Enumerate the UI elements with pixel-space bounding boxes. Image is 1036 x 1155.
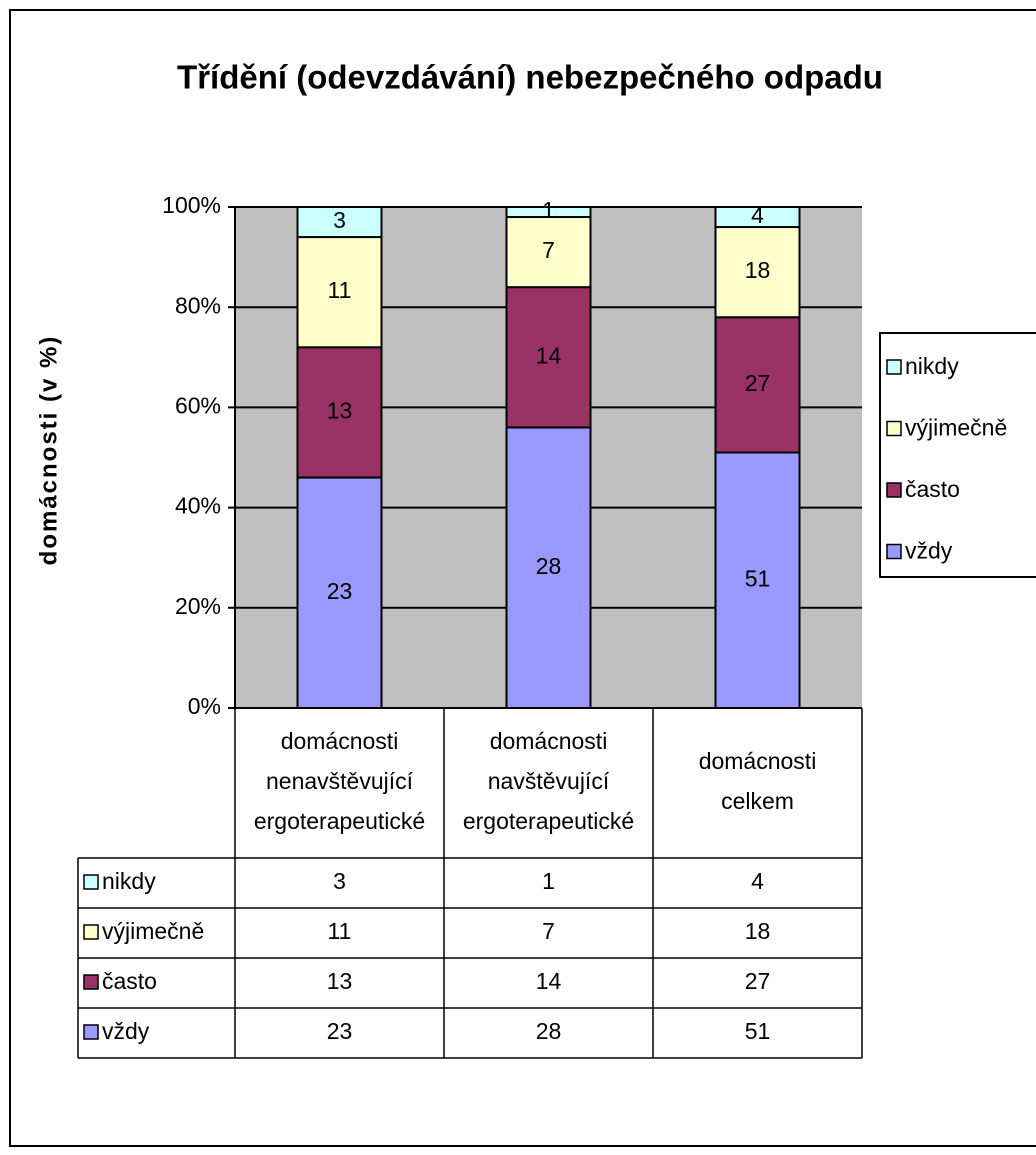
y-tick-label: 60% [175, 392, 221, 418]
data-label: 13 [327, 397, 353, 423]
data-label: 7 [542, 237, 555, 263]
bar-segment [296, 236, 383, 349]
bar-segment [505, 426, 592, 709]
data-label: 14 [536, 342, 562, 368]
bar-segment [714, 206, 801, 229]
table-series-name: vždy [102, 1018, 150, 1044]
legend-swatch [886, 359, 902, 375]
data-label: 4 [751, 202, 764, 228]
data-label: 27 [745, 370, 771, 396]
legend-label: vždy [905, 538, 953, 564]
y-tick-label: 40% [175, 493, 221, 519]
table-series-name: často [102, 968, 157, 994]
y-tick-label: 0% [188, 693, 221, 719]
bar-segment [714, 226, 801, 319]
table-cell: 18 [745, 918, 771, 944]
legend-swatch [886, 420, 902, 437]
legend-swatch [886, 482, 902, 498]
data-label: 51 [745, 565, 771, 591]
table-swatch [83, 1024, 99, 1040]
chart-title: Třídění (odevzdávání) nebezpečného odpad… [177, 59, 883, 96]
data-label: 1 [542, 197, 555, 223]
table-cell: 4 [751, 868, 764, 894]
bar-segment [296, 346, 383, 479]
table-cell: 7 [542, 918, 555, 944]
table-cell: 13 [327, 968, 353, 994]
data-label: 3 [333, 207, 346, 233]
table-cell: 51 [745, 1018, 771, 1044]
table-cell: 23 [327, 1018, 353, 1044]
table-cell: 14 [536, 968, 562, 994]
data-label: 18 [745, 257, 771, 283]
bar-segment [296, 476, 383, 710]
table-swatch [83, 974, 99, 990]
bar-segment [296, 206, 383, 239]
data-label: 23 [327, 578, 353, 604]
table-cell: 11 [328, 918, 352, 944]
bar-segment [505, 206, 592, 219]
x-tick-label: domácnosti nenavštěvující ergoterapeutické [254, 728, 425, 834]
data-label: 28 [536, 553, 562, 579]
table-series-name: výjimečně [102, 918, 204, 944]
table-swatch [83, 874, 99, 890]
y-tick-label: 100% [162, 192, 221, 218]
table-cell: 28 [536, 1018, 562, 1044]
legend-label: nikdy [905, 353, 959, 379]
y-tick-label: 80% [175, 292, 221, 318]
table-swatch [83, 924, 99, 940]
legend-label: výjimečně [905, 415, 1007, 441]
legend-label: často [905, 476, 960, 502]
table-series-name: nikdy [102, 868, 156, 894]
table-cell: 27 [745, 968, 771, 994]
legend-swatch [886, 543, 902, 560]
bar-segment [505, 286, 592, 429]
table-cell: 3 [333, 868, 346, 894]
x-tick-label: domácnosti celkem [699, 748, 817, 814]
data-label: 11 [328, 277, 352, 303]
x-tick-label: domácnosti navštěvující ergoterapeutické [463, 728, 634, 834]
legend-box [879, 332, 1036, 578]
bar-segment [505, 216, 592, 289]
y-axis-label: domácnosti (v %) [35, 335, 62, 566]
table-cell: 1 [542, 868, 555, 894]
y-tick-label: 20% [175, 593, 221, 619]
